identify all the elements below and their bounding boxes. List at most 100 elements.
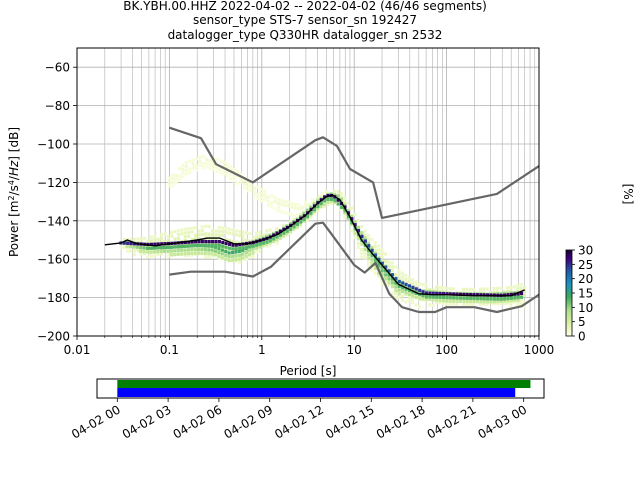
density-cell <box>173 237 177 241</box>
density-cell <box>251 247 255 251</box>
density-cell-faint <box>259 199 263 203</box>
density-cell <box>448 302 452 306</box>
density-cell <box>411 278 415 282</box>
density-cell-faint <box>232 167 236 172</box>
density-cell-faint <box>297 207 301 211</box>
density-cell <box>404 277 408 281</box>
density-cell <box>411 301 415 305</box>
density-cell-faint <box>232 175 236 179</box>
density-cell-faint <box>229 172 233 177</box>
density-cell-faint <box>283 199 287 204</box>
density-cell <box>136 237 140 241</box>
density-cell <box>366 260 371 264</box>
density-cell <box>224 238 228 242</box>
density-cell <box>312 200 316 205</box>
density-cell <box>418 288 422 292</box>
density-histogram <box>119 154 527 309</box>
density-cell-faint <box>195 157 199 161</box>
density-cell <box>377 274 381 279</box>
density-cell-faint <box>259 187 263 192</box>
density-cell <box>275 238 279 242</box>
x-tick-label: 0.1 <box>160 343 179 357</box>
density-cell <box>305 208 309 212</box>
density-cell-faint <box>324 190 328 194</box>
density-cell <box>204 232 208 236</box>
density-cell <box>234 250 238 254</box>
density-cell <box>275 226 279 231</box>
density-cell <box>255 235 259 239</box>
density-cell <box>302 217 306 222</box>
density-cell <box>414 303 418 307</box>
density-cell <box>496 297 500 301</box>
density-cell <box>479 293 483 297</box>
density-cell <box>509 292 513 297</box>
density-cell <box>207 232 211 236</box>
density-cell-faint <box>253 190 257 194</box>
density-cell <box>248 239 252 243</box>
density-cell <box>407 284 412 288</box>
density-cell <box>384 265 388 269</box>
density-cell <box>312 208 316 212</box>
density-cell-faint <box>266 199 270 203</box>
density-cell <box>177 245 181 249</box>
density-cell <box>180 248 184 252</box>
density-cell <box>139 245 143 250</box>
density-cell <box>187 244 191 248</box>
density-cell <box>390 285 394 289</box>
mode-layer <box>104 194 525 297</box>
density-cell <box>478 287 482 291</box>
y-tick-label: −100 <box>37 138 70 152</box>
density-cell <box>204 240 208 244</box>
density-cell-faint <box>270 205 274 209</box>
density-cell <box>370 254 374 258</box>
density-cell <box>190 251 194 255</box>
density-cell <box>397 269 401 273</box>
density-cell <box>204 224 208 228</box>
density-cell <box>350 229 354 233</box>
x-axis: 0.01 0.1 1 10 100 1000 <box>64 336 554 357</box>
density-cell <box>377 257 381 262</box>
density-cell <box>370 237 374 241</box>
density-cell <box>227 231 231 235</box>
density-cell <box>431 288 435 292</box>
density-cell <box>187 230 191 235</box>
density-cell <box>183 227 187 231</box>
density-cell <box>448 292 452 296</box>
density-cell <box>465 299 469 304</box>
density-cell <box>183 250 187 254</box>
density-cell <box>428 287 432 292</box>
density-cell <box>169 249 173 253</box>
density-cell <box>417 305 421 309</box>
density-cell <box>482 297 486 301</box>
density-cell <box>224 253 228 257</box>
density-cell <box>512 300 516 304</box>
density-cell <box>404 282 408 287</box>
density-cell-faint <box>167 176 171 180</box>
density-cell <box>428 303 432 307</box>
density-cell <box>156 250 160 254</box>
density-cell <box>251 251 255 255</box>
density-cell-faint <box>181 175 185 179</box>
density-cell <box>452 296 456 300</box>
density-cell <box>485 287 489 291</box>
density-cell <box>241 230 245 234</box>
density-cell <box>509 286 513 290</box>
y-tick-label: −60 <box>45 61 70 75</box>
density-cell <box>227 251 231 255</box>
density-cell <box>207 248 211 252</box>
density-cell <box>448 287 452 291</box>
density-cell <box>465 292 469 297</box>
density-cell <box>217 250 221 255</box>
density-cell <box>418 296 422 300</box>
density-cell <box>234 258 238 262</box>
density-cell-faint <box>167 180 171 184</box>
density-cell <box>160 236 164 241</box>
density-cell <box>387 283 391 287</box>
density-cell <box>516 284 520 288</box>
density-cell <box>139 237 143 241</box>
density-cell <box>495 290 499 294</box>
density-cell-faint <box>174 173 178 178</box>
density-cell <box>512 285 516 289</box>
y-tick-label: −120 <box>37 176 70 190</box>
density-cell <box>299 224 303 228</box>
